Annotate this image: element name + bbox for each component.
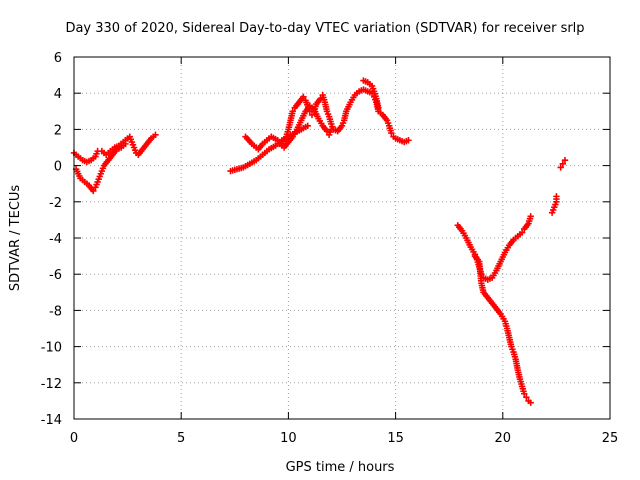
y-tick-label: 4 <box>54 87 62 102</box>
data-point <box>300 93 307 101</box>
data-point <box>152 131 159 139</box>
x-tick-label: 0 <box>70 431 78 446</box>
y-tick-label: -14 <box>41 413 62 428</box>
data-point <box>375 104 382 111</box>
data-point <box>561 156 569 164</box>
data-point <box>518 229 526 236</box>
data-point <box>527 213 534 220</box>
x-tick-label: 25 <box>602 431 619 446</box>
data-point <box>388 129 395 137</box>
x-axis-label: GPS time / hours <box>286 460 395 475</box>
grid <box>74 57 610 419</box>
data-point <box>559 160 567 167</box>
x-tick-label: 5 <box>177 431 185 446</box>
data-point <box>304 122 311 129</box>
y-tick-label: 6 <box>54 51 62 66</box>
data-point <box>122 140 129 148</box>
data-point <box>289 108 296 115</box>
data-point <box>527 399 534 406</box>
data-point <box>323 128 331 135</box>
x-tick-label: 20 <box>495 431 512 446</box>
y-tick-label: -10 <box>41 341 62 356</box>
x-tick-label: 15 <box>387 431 404 446</box>
y-tick-label: -4 <box>49 232 62 247</box>
data-point <box>523 394 530 401</box>
y-tick-label: -12 <box>41 377 62 392</box>
x-tick-label: 10 <box>280 431 297 446</box>
y-tick-label: -6 <box>49 268 62 283</box>
data-point <box>308 111 316 119</box>
y-tick-label: -2 <box>49 196 62 211</box>
y-axis-label: SDTVAR / TECUs <box>8 185 23 292</box>
y-tick-label: 2 <box>54 123 62 138</box>
y-tick-label: 0 <box>54 160 62 175</box>
data-points <box>70 77 569 406</box>
data-point <box>557 164 564 171</box>
chart-title: Day 330 of 2020, Sidereal Day-to-day VTE… <box>65 21 584 36</box>
data-point <box>553 193 560 200</box>
data-point <box>90 187 97 195</box>
data-point <box>328 126 335 133</box>
data-point <box>405 137 412 144</box>
y-tick-label: -8 <box>49 304 62 319</box>
data-point <box>521 390 528 397</box>
